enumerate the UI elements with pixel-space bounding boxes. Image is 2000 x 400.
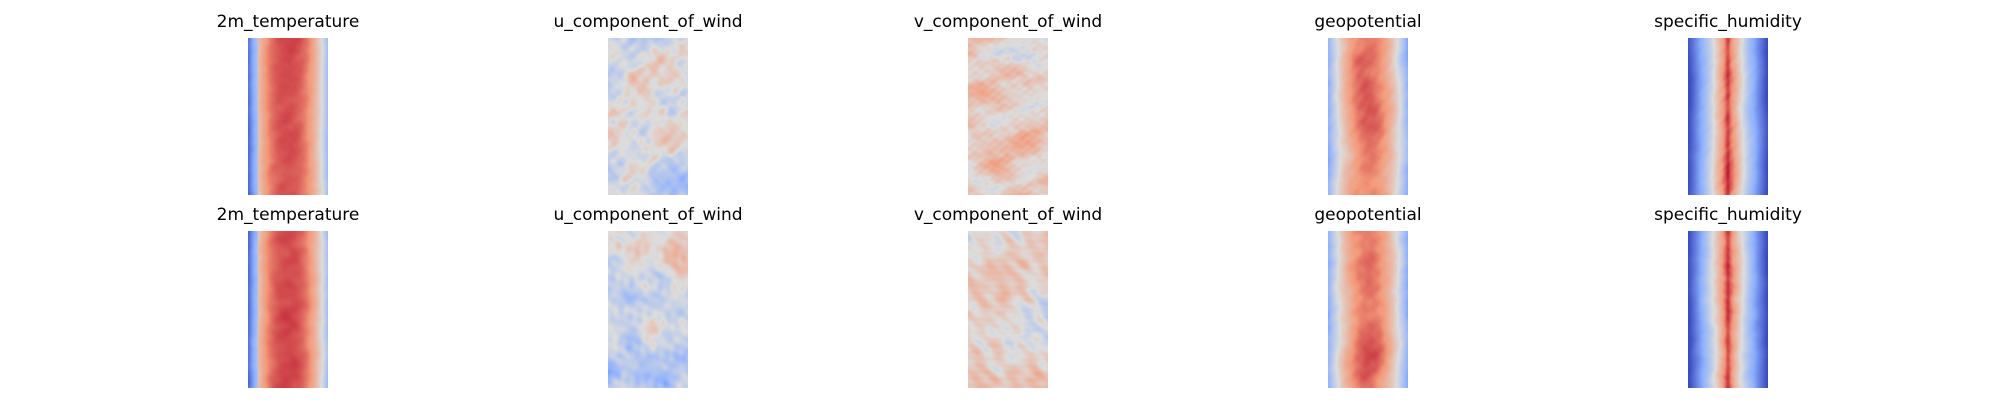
panel-r2-specific-humidity: specific_humidity (1654, 205, 1802, 388)
heatmap-geopotential (1328, 231, 1408, 388)
heatmap-specific-humidity (1688, 231, 1768, 388)
heatmap-2m-temperature (248, 231, 328, 388)
heatmap-geopotential (1328, 38, 1408, 195)
panel-title: specific_humidity (1654, 12, 1802, 32)
heatmap-v-component-of-wind (968, 231, 1048, 388)
panel-r2-2m-temperature: 2m_temperature (217, 205, 359, 388)
panel-title: geopotential (1314, 205, 1422, 225)
panel-r1-geopotential: geopotential (1314, 12, 1422, 195)
panel-title: u_component_of_wind (553, 205, 743, 225)
heatmap-v-component-of-wind (968, 38, 1048, 195)
panel-r2-u-component-of-wind: u_component_of_wind (553, 205, 743, 388)
panel-title: specific_humidity (1654, 205, 1802, 225)
panel-r2-geopotential: geopotential (1314, 205, 1422, 388)
panel-r1-2m-temperature: 2m_temperature (217, 12, 359, 195)
panel-title: geopotential (1314, 12, 1422, 32)
panel-title: 2m_temperature (216, 12, 360, 32)
panel-title: u_component_of_wind (553, 12, 743, 32)
heatmap-u-component-of-wind (608, 231, 688, 388)
panel-title: v_component_of_wind (913, 12, 1103, 32)
panel-title: 2m_temperature (216, 205, 360, 225)
panel-r1-u-component-of-wind: u_component_of_wind (553, 12, 743, 195)
heatmap-2m-temperature (248, 38, 328, 195)
panel-r1-v-component-of-wind: v_component_of_wind (914, 12, 1102, 195)
heatmap-u-component-of-wind (608, 38, 688, 195)
panel-r1-specific-humidity: specific_humidity (1654, 12, 1802, 195)
panel-title: v_component_of_wind (913, 205, 1103, 225)
panel-r2-v-component-of-wind: v_component_of_wind (914, 205, 1102, 388)
heatmap-specific-humidity (1688, 38, 1768, 195)
